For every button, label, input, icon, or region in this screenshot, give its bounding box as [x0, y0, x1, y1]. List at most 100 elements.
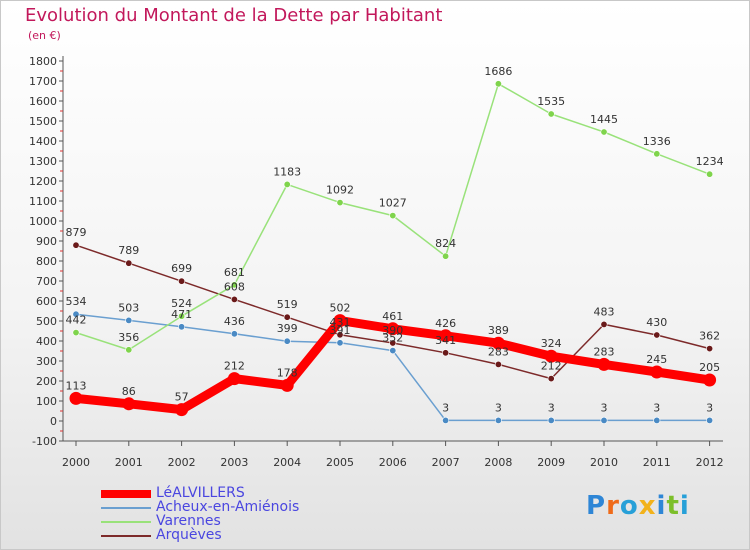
data-point [389, 212, 397, 220]
legend-item: Varennes [101, 513, 401, 529]
data-label: 205 [699, 361, 720, 374]
data-label: 1234 [696, 155, 724, 168]
data-point [706, 170, 714, 178]
data-point [283, 180, 291, 188]
data-label: 502 [330, 302, 351, 315]
data-point [175, 403, 189, 417]
data-label: 1686 [484, 65, 512, 78]
y-tick-label: 900 [36, 235, 57, 248]
x-tick-label: 2007 [432, 456, 460, 469]
data-point [597, 357, 611, 371]
data-label: 341 [435, 334, 456, 347]
legend-label: Acheux-en-Amiénois [156, 499, 300, 515]
data-label: 681 [224, 266, 245, 279]
y-tick-label: 1300 [29, 155, 57, 168]
data-point [703, 373, 717, 387]
y-tick-label: 300 [36, 355, 57, 368]
data-label: 1535 [537, 95, 565, 108]
data-label: 471 [171, 308, 192, 321]
data-point [333, 314, 347, 328]
data-point [653, 331, 661, 339]
data-label: 391 [330, 324, 351, 337]
data-point [336, 331, 344, 339]
y-tick-label: 1800 [29, 55, 57, 68]
legend-label: Varennes [156, 513, 221, 529]
data-point [600, 320, 608, 328]
logo-letter: i [656, 491, 667, 521]
data-point [653, 150, 661, 158]
data-point [442, 416, 450, 424]
data-label: 789 [118, 244, 139, 257]
data-label: 1183 [273, 165, 301, 178]
data-point [230, 281, 238, 289]
data-label: 534 [66, 295, 87, 308]
data-point [125, 316, 133, 324]
data-label: 524 [171, 297, 192, 310]
y-tick-label: 1500 [29, 115, 57, 128]
legend-label: Arquèves [156, 527, 222, 543]
x-tick-label: 2001 [115, 456, 143, 469]
data-label: 436 [224, 315, 245, 328]
y-tick-label: 100 [36, 395, 57, 408]
data-point [491, 336, 505, 350]
y-tick-label: -100 [32, 435, 57, 448]
data-label: 519 [277, 298, 298, 311]
data-point [650, 365, 664, 379]
data-label: 3 [653, 401, 660, 414]
y-tick-label: 0 [50, 415, 57, 428]
data-label: 3 [548, 401, 555, 414]
legend: LéALVILLERS Acheux-en-Amiénois Varennes Arq… [101, 485, 401, 543]
data-label: 503 [118, 301, 139, 314]
data-label: 608 [224, 280, 245, 293]
data-point [72, 310, 80, 318]
data-label: 245 [646, 353, 667, 366]
data-point [230, 295, 238, 303]
logo-letter: P [586, 491, 607, 521]
data-label: 324 [541, 337, 562, 350]
data-point [600, 416, 608, 424]
data-point [336, 339, 344, 347]
x-tick-label: 2012 [696, 456, 724, 469]
data-label: 426 [435, 317, 456, 330]
x-tick-label: 2006 [379, 456, 407, 469]
data-label: 1027 [379, 197, 407, 210]
legend-item: Arquèves [101, 527, 401, 543]
x-tick-label: 2011 [643, 456, 671, 469]
logo-letter: i [679, 491, 690, 521]
data-point [389, 347, 397, 355]
data-point [227, 372, 241, 386]
y-tick-label: 1600 [29, 95, 57, 108]
data-label: 178 [277, 366, 298, 379]
data-label: 3 [495, 401, 502, 414]
x-tick-label: 2003 [220, 456, 248, 469]
data-label: 430 [646, 316, 667, 329]
data-point [706, 345, 714, 353]
proxiti-logo: Proxiti [586, 491, 690, 521]
data-point [494, 416, 502, 424]
data-point [178, 277, 186, 285]
legend-item: Acheux-en-Amiénois [101, 499, 401, 515]
data-point [706, 416, 714, 424]
data-label: 362 [699, 330, 720, 343]
y-tick-label: 600 [36, 295, 57, 308]
data-label: 3 [442, 401, 449, 414]
data-point [547, 375, 555, 383]
data-point [230, 330, 238, 338]
data-point [547, 416, 555, 424]
y-tick-label: 200 [36, 375, 57, 388]
logo-letter: r [606, 491, 620, 521]
data-point [125, 346, 133, 354]
y-tick-label: 500 [36, 315, 57, 328]
data-point [280, 378, 294, 392]
x-tick-label: 2000 [62, 456, 90, 469]
data-label: 1445 [590, 113, 618, 126]
data-point [336, 199, 344, 207]
data-label: 283 [594, 345, 615, 358]
y-tick-label: 1200 [29, 175, 57, 188]
legend-label: LéALVILLERS [156, 485, 245, 501]
data-point [72, 329, 80, 337]
data-point [178, 312, 186, 320]
y-tick-label: 1100 [29, 195, 57, 208]
data-label: 431 [330, 316, 351, 329]
